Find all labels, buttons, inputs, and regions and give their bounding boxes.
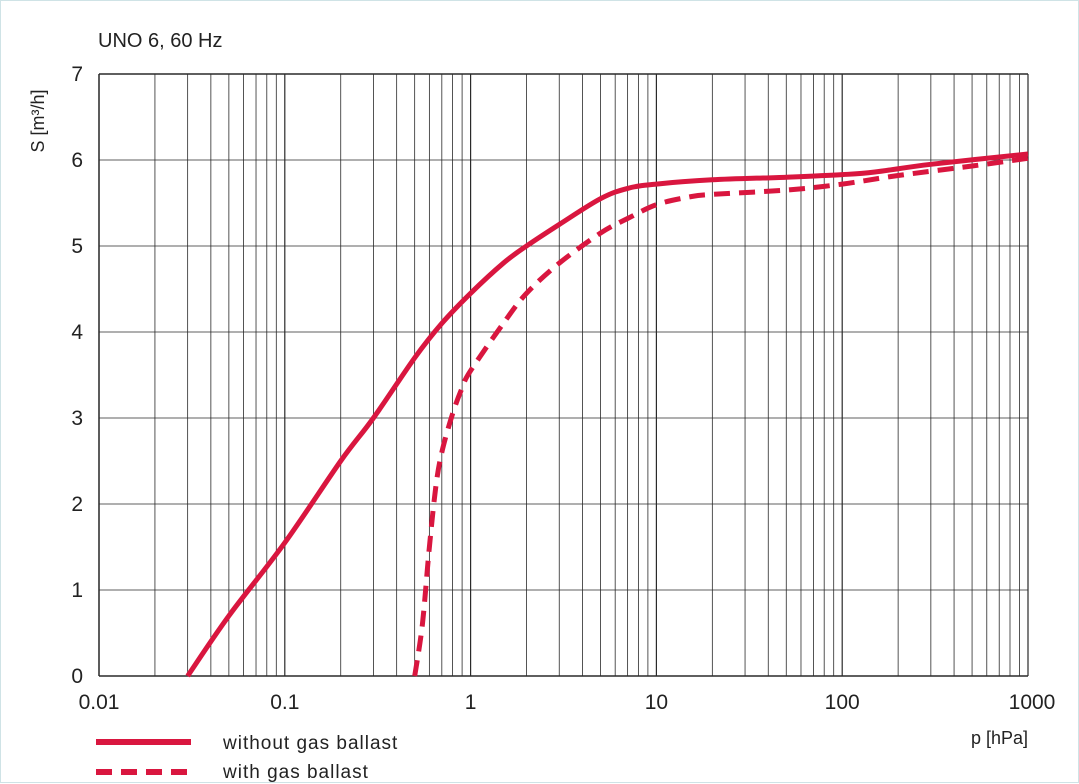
y-tick-label: 7 — [71, 63, 83, 86]
legend-label-with-gas-ballast: with gas ballast — [222, 762, 369, 783]
x-tick-label: 0.1 — [270, 691, 299, 714]
x-tick-label: 0.01 — [79, 691, 120, 714]
y-tick-label: 6 — [71, 149, 83, 172]
legend: without gas ballast with gas ballast — [96, 733, 398, 783]
y-tick-label: 5 — [71, 235, 83, 258]
y-tick-label: 2 — [71, 493, 83, 516]
y-tick-label: 3 — [71, 407, 83, 430]
series-layer — [185, 151, 1029, 678]
y-tick-label: 1 — [71, 579, 83, 602]
x-tick-label: 10 — [645, 691, 668, 714]
x-axis-label: p [hPa] — [971, 728, 1028, 748]
y-tick-label: 0 — [71, 665, 83, 688]
legend-label-without-gas-ballast: without gas ballast — [222, 733, 398, 754]
grid — [98, 73, 1029, 677]
y-axis-label: S [m³/h] — [28, 89, 48, 152]
series-line-without-gas-ballast — [185, 151, 1029, 678]
chart-title: UNO 6, 60 Hz — [98, 30, 222, 52]
x-tick-label: 100 — [825, 691, 860, 714]
series-line-with-gas-ballast — [412, 155, 1029, 677]
x-tick-label: 1 — [465, 691, 477, 714]
y-tick-label: 4 — [71, 321, 83, 344]
x-tick-label: 1000 — [1009, 691, 1056, 714]
